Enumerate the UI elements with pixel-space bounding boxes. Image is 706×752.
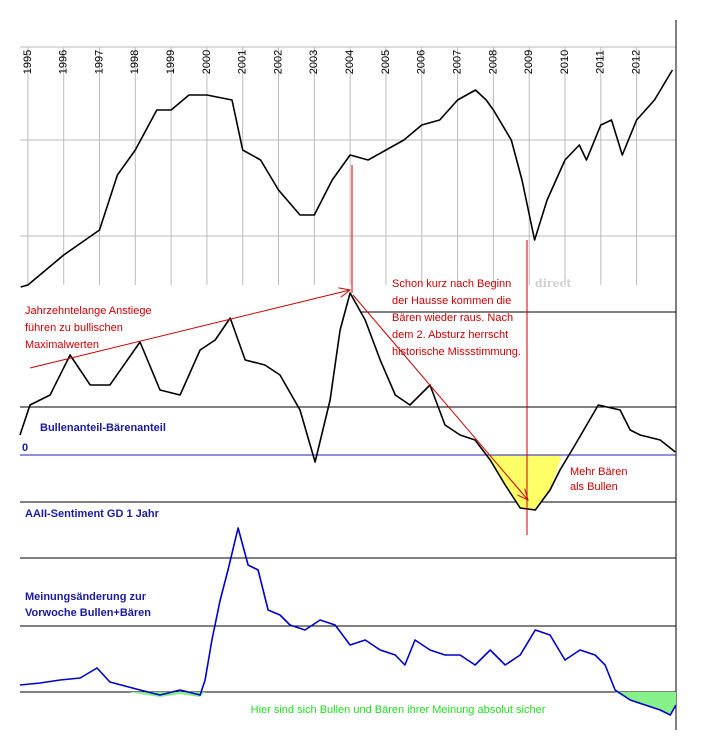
- plot-area: 1995 1996 1997 1998 1999 2000 2001 2002 2003 2004…: [19, 47, 677, 716]
- x-tick-label: 2008: [487, 50, 499, 74]
- annotation: Jahrzehntelange Anstiege: [25, 305, 152, 317]
- panel-title: Meinungsänderung zur: [25, 591, 147, 603]
- x-tick-label: 2009: [523, 50, 535, 74]
- x-tick-label: 2004: [344, 50, 356, 74]
- x-tick-label: 2010: [559, 50, 571, 74]
- x-tick-label: 2001: [237, 50, 249, 74]
- x-tick-label: 1997: [93, 50, 105, 74]
- watermark: direct: [535, 277, 572, 290]
- panel-title: AAII-Sentiment GD 1 Jahr: [25, 508, 160, 520]
- data-line: [19, 292, 676, 511]
- data-line: [20, 69, 674, 288]
- annotation: dem 2. Absturz herrscht: [392, 329, 508, 341]
- annotation: Maximalwerten: [25, 339, 99, 351]
- y-tick-label: 0: [22, 442, 28, 454]
- x-tick-label: 1995: [22, 50, 34, 74]
- annotation: als Bullen: [570, 481, 618, 493]
- data-line: [19, 527, 677, 716]
- annotation-arrows: [29, 165, 528, 535]
- panel-title: Vorwoche Bullen+Bären: [25, 607, 151, 619]
- annotation: Bären wieder raus. Nach: [392, 312, 513, 324]
- x-tick-label: 2002: [272, 50, 284, 74]
- annotation: historische Missstimmung.: [392, 346, 521, 358]
- x-tick-label: 1999: [165, 50, 177, 74]
- x-tick-label: 1998: [129, 50, 141, 74]
- layout: [20, 20, 677, 730]
- x-tick-label: 2003: [308, 50, 320, 74]
- annotation: der Hausse kommen die: [392, 295, 511, 307]
- x-tick-label: 2006: [416, 50, 428, 74]
- x-tick-label: 2005: [380, 50, 392, 74]
- x-tick-label: 2007: [451, 50, 463, 74]
- annotation: führen zu bullischen: [25, 322, 123, 334]
- x-tick-label: 1996: [58, 50, 70, 74]
- annotation: Hier sind sich Bullen und Bären ihrer Me…: [251, 704, 546, 716]
- annotation: Mehr Bären: [570, 466, 627, 478]
- annotation: Schon kurz nach Beginn: [392, 278, 511, 290]
- x-tick-label: 2011: [595, 50, 607, 74]
- series-label: Bullenanteil-Bärenanteil: [40, 422, 166, 434]
- x-tick-label: 2012: [631, 50, 643, 74]
- x-tick-label: 2000: [201, 50, 213, 74]
